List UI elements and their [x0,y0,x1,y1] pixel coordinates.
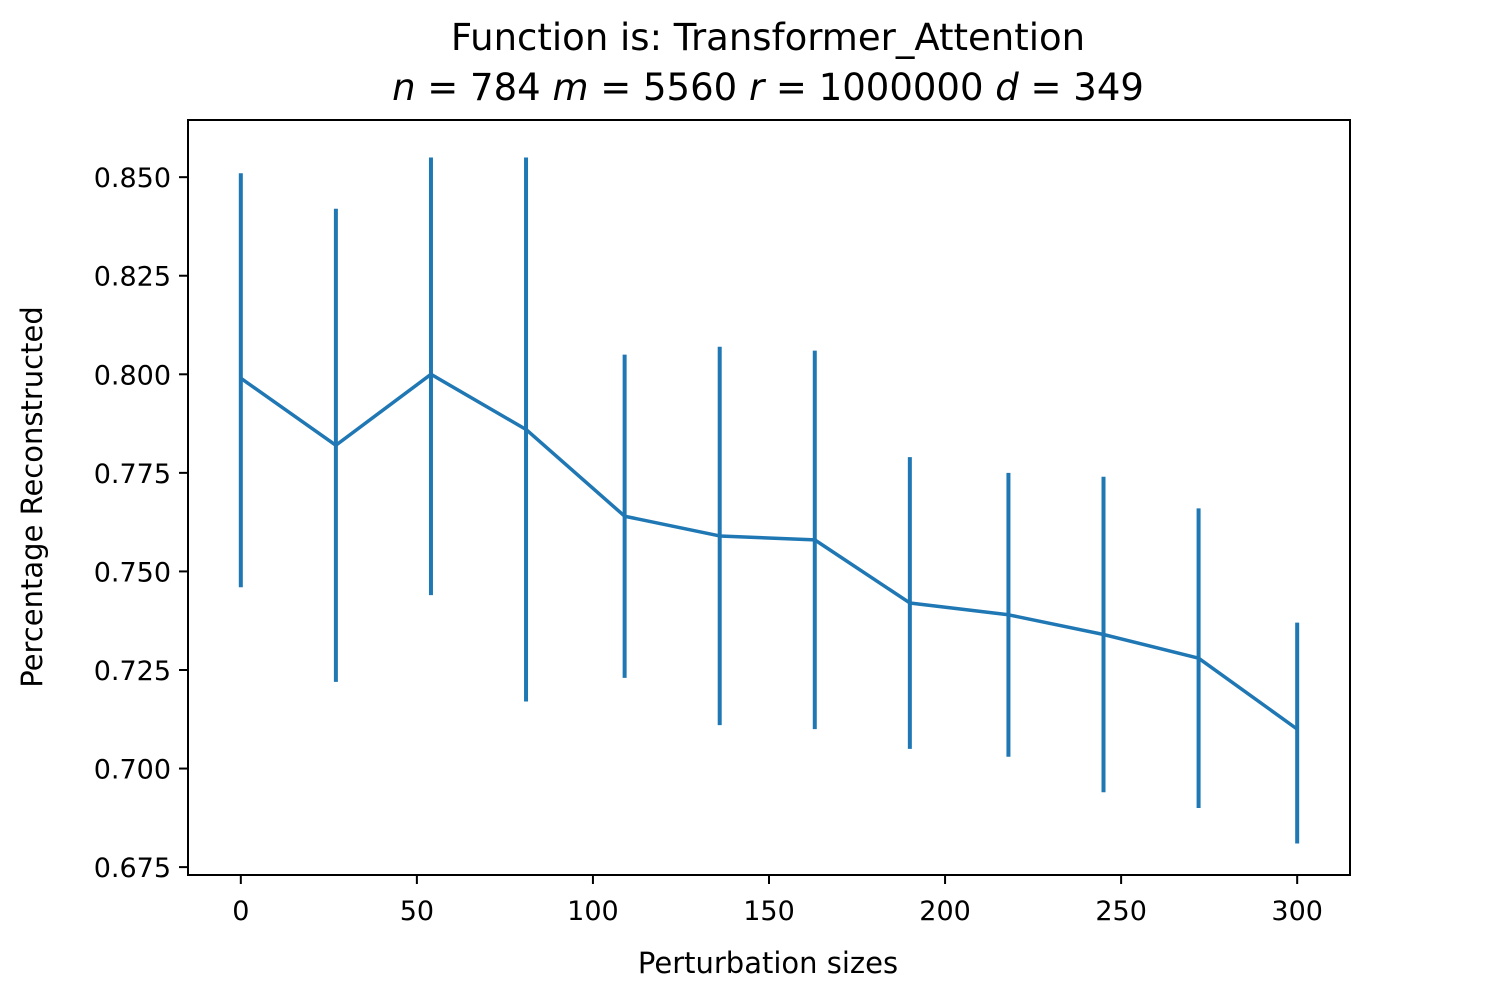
y-tick-label: 0.850 [94,163,171,194]
x-tick-label: 200 [919,896,971,927]
x-tick-label: 0 [232,896,249,927]
param-r-value: 1000000 [819,66,984,109]
y-tick-label: 0.775 [94,459,171,490]
param-n-value: 784 [470,66,541,109]
data-point [1197,656,1201,660]
y-tick-label: 0.725 [94,656,171,687]
x-tick-label: 50 [400,896,434,927]
data-point [718,534,722,538]
chart-title: Function is: Transformer_Attention [451,16,1085,59]
y-tick-label: 0.750 [94,557,171,588]
x-tick-label: 250 [1095,896,1147,927]
data-point [429,372,433,376]
x-tick-label: 150 [743,896,795,927]
y-axis-label: Percentage Reconstructed [15,306,49,687]
data-point [1006,613,1010,617]
series-layer [238,157,1300,844]
x-tick-label: 100 [567,896,619,927]
data-point [813,538,817,542]
x-axis: 0 50 100 150 200 250 300 [232,875,1323,927]
data-point [1102,633,1106,637]
x-tick-label: 300 [1271,896,1323,927]
data-point [524,427,528,431]
data-point [239,376,243,380]
y-tick-label: 0.825 [94,262,171,293]
data-point [1295,727,1299,731]
data-point [334,443,338,447]
chart-subtitle: n = 784 m = 5560 r = 1000000 d = 349 [392,66,1144,109]
param-m-value: 5560 [643,66,737,109]
data-point [623,514,627,518]
y-tick-label: 0.800 [94,360,171,391]
series-line [239,372,1299,731]
data-point [908,601,912,605]
y-axis: 0.675 0.700 0.725 0.750 0.775 0.800 0.825 0.850 [94,163,188,884]
y-tick-label: 0.675 [94,853,171,884]
y-tick-label: 0.700 [94,755,171,786]
param-d-value: 349 [1073,66,1144,109]
x-axis-label: Perturbation sizes [638,946,898,980]
